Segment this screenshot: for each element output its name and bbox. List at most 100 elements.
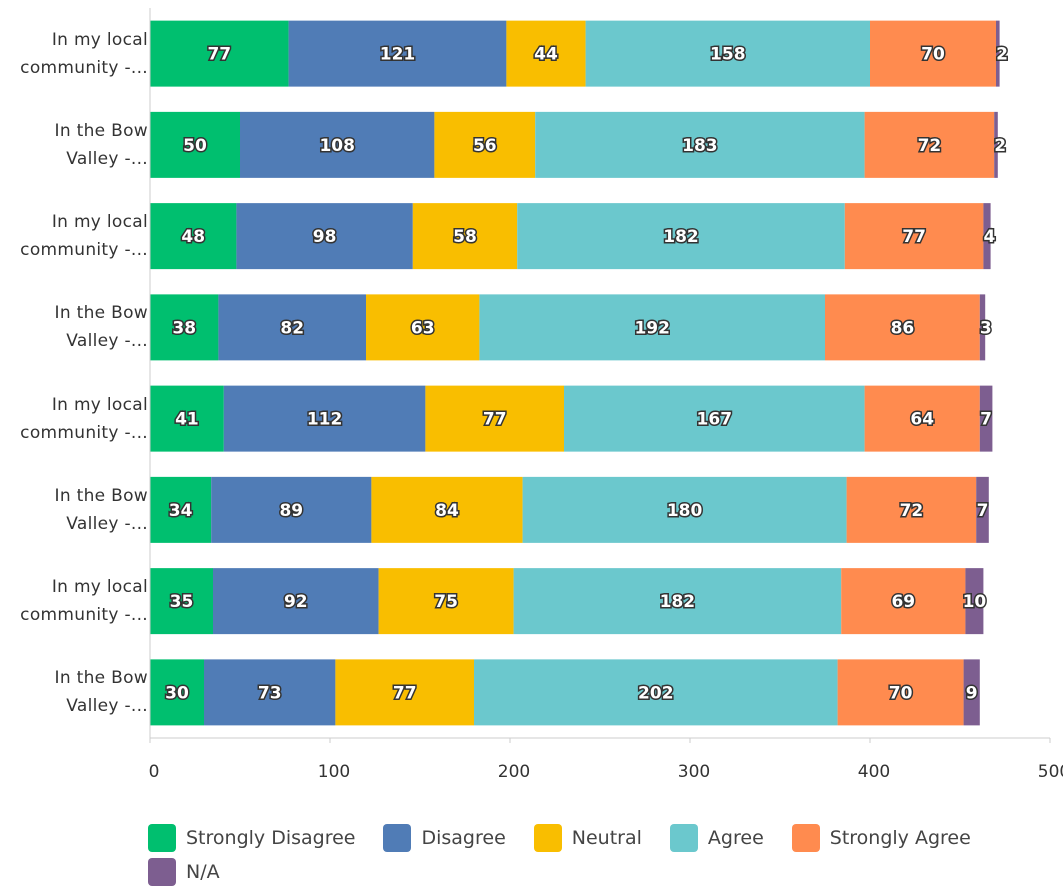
value-label: 70 xyxy=(889,683,913,703)
value-label: 72 xyxy=(900,501,924,521)
bar-segment xyxy=(236,203,413,270)
value-label: 30 xyxy=(165,683,189,703)
legend-label: Strongly Disagree xyxy=(186,827,356,849)
bar-segment xyxy=(979,385,993,452)
bar-segment xyxy=(150,294,219,361)
bar-segment xyxy=(522,476,847,543)
bar-segment xyxy=(983,203,991,270)
legend-swatch xyxy=(383,824,412,852)
category-label: In my local community -... xyxy=(20,29,148,78)
value-label: 77 xyxy=(483,410,507,430)
value-label: 4 xyxy=(983,227,995,247)
value-label: 75 xyxy=(434,592,458,612)
bar-segment xyxy=(204,659,336,726)
category-label: In the Bow Valley -... xyxy=(54,120,148,169)
value-label: 84 xyxy=(435,501,459,521)
bar-segment xyxy=(150,568,213,635)
value-label: 56 xyxy=(473,136,497,156)
bar-segment xyxy=(517,203,845,270)
x-tick-label: 500 xyxy=(1038,762,1063,782)
bar-segment xyxy=(378,568,514,635)
value-label: 73 xyxy=(258,683,282,703)
value-label: 158 xyxy=(710,45,746,65)
x-tick-label: 400 xyxy=(858,762,890,782)
bar-segment xyxy=(150,385,224,452)
bar-segment xyxy=(213,568,379,635)
value-label: 63 xyxy=(411,318,435,338)
legend-swatch xyxy=(669,824,698,852)
bar-segment xyxy=(371,476,523,543)
bar-segment xyxy=(837,659,964,726)
category-label: In the Bow Valley -... xyxy=(54,668,148,717)
legend-swatch xyxy=(148,858,176,886)
value-label: 82 xyxy=(280,318,304,338)
category-label: In the Bow Valley -... xyxy=(54,485,148,534)
bar-segment xyxy=(506,20,586,87)
bar-segment xyxy=(474,659,838,726)
value-label: 112 xyxy=(307,410,343,430)
value-label: 7 xyxy=(980,410,992,430)
bar-segment xyxy=(425,385,564,452)
bar-segment xyxy=(434,111,536,178)
bar-segment xyxy=(996,20,1000,87)
bar-segment xyxy=(150,203,237,270)
value-label: 77 xyxy=(207,45,231,65)
x-tick-label: 200 xyxy=(498,762,530,782)
value-label: 2 xyxy=(996,45,1008,65)
bar-segment xyxy=(366,294,480,361)
bar-segment xyxy=(976,476,989,543)
value-label: 72 xyxy=(918,136,942,156)
bar-segment xyxy=(240,111,435,178)
value-label: 182 xyxy=(660,592,696,612)
bar-segment xyxy=(864,385,980,452)
bar-segment xyxy=(479,294,825,361)
bar-segment xyxy=(864,111,995,178)
legend-swatch xyxy=(148,824,176,852)
bar-segment xyxy=(846,476,977,543)
bar-segment xyxy=(963,659,980,726)
bar-segment xyxy=(825,294,980,361)
bar-segment xyxy=(150,659,204,726)
legend-swatch xyxy=(791,824,820,852)
bar-segment xyxy=(150,20,289,87)
value-label: 98 xyxy=(313,227,337,247)
category-label: In my local community -... xyxy=(20,394,148,443)
legend: Strongly Disagree Disagree Neutral Agree Str… xyxy=(148,824,1048,886)
bar-segment xyxy=(844,203,984,270)
legend-item: Strongly Disagree xyxy=(148,824,355,852)
value-label: 9 xyxy=(966,683,978,703)
x-tick-label: 300 xyxy=(678,762,710,782)
value-label: 48 xyxy=(181,227,205,247)
value-label: 69 xyxy=(891,592,915,612)
value-label: 202 xyxy=(638,683,674,703)
value-label: 64 xyxy=(910,410,934,430)
value-label: 167 xyxy=(697,410,733,430)
bar-segment xyxy=(150,476,212,543)
legend-label: Agree xyxy=(707,827,764,849)
value-label: 50 xyxy=(183,136,207,156)
bar-segment xyxy=(223,385,426,452)
value-label: 58 xyxy=(453,227,477,247)
category-label: In my local community -... xyxy=(20,212,148,261)
bar-segment xyxy=(585,20,870,87)
bar-segment xyxy=(211,476,372,543)
value-label: 70 xyxy=(921,45,945,65)
bar-segment xyxy=(841,568,966,635)
legend-label: Disagree xyxy=(421,827,506,849)
value-label: 77 xyxy=(393,683,417,703)
value-label: 41 xyxy=(175,410,199,430)
bar-segment xyxy=(218,294,366,361)
legend-label: Neutral xyxy=(571,827,642,849)
value-label: 44 xyxy=(534,45,558,65)
value-label: 3 xyxy=(980,318,992,338)
category-label: In my local community -... xyxy=(20,577,148,626)
value-label: 34 xyxy=(169,501,193,521)
value-label: 182 xyxy=(663,227,699,247)
value-label: 180 xyxy=(667,501,703,521)
value-label: 86 xyxy=(891,318,915,338)
value-label: 108 xyxy=(319,136,355,156)
bar-segment xyxy=(412,203,518,270)
bar-segment xyxy=(965,568,984,635)
x-tick-label: 0 xyxy=(149,762,160,782)
